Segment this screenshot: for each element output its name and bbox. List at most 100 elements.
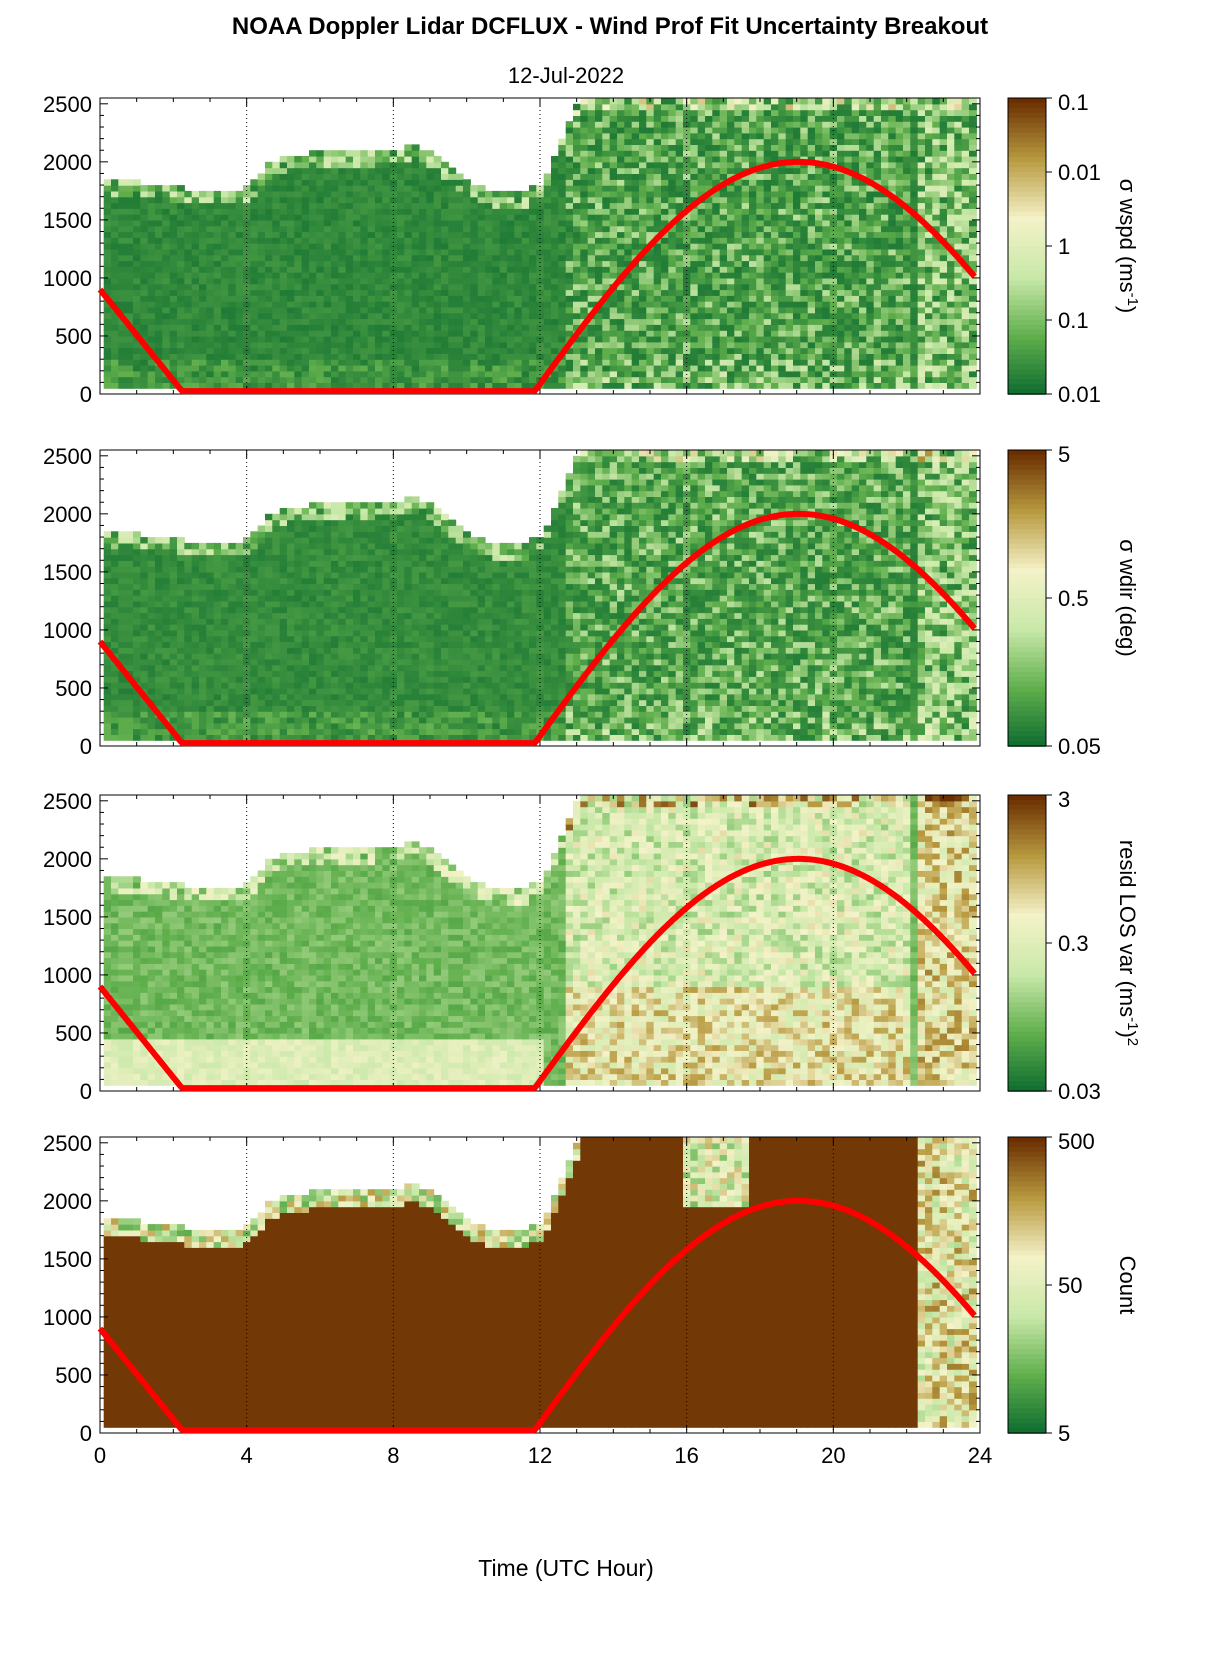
heatmap-cell	[822, 132, 831, 140]
heatmap-cell	[382, 376, 391, 383]
heatmap-cell	[448, 202, 457, 209]
heatmap-cell	[756, 260, 765, 267]
heatmap-cell	[448, 248, 457, 256]
heatmap-cell	[221, 266, 229, 273]
heatmap-cell	[793, 283, 801, 291]
heatmap-cell	[470, 185, 479, 192]
heatmap-cell	[617, 283, 625, 291]
heatmap-cell	[470, 382, 479, 389]
heatmap-cell	[683, 161, 691, 169]
heatmap-cell	[125, 330, 134, 337]
heatmap-cell	[910, 324, 919, 331]
heatmap-cell	[470, 283, 479, 291]
heatmap-cell	[492, 295, 501, 302]
heatmap-cell	[668, 208, 677, 215]
heatmap-cell	[360, 330, 369, 337]
heatmap-cell	[309, 382, 317, 389]
heatmap-cell	[939, 254, 948, 262]
heatmap-cell	[873, 237, 882, 244]
heatmap-cell	[169, 324, 178, 331]
heatmap-cell	[455, 301, 464, 308]
heatmap-cell	[382, 156, 391, 163]
heatmap-cell	[639, 121, 647, 128]
heatmap-cell	[807, 115, 816, 122]
heatmap-cell	[646, 336, 655, 343]
heatmap-cell	[558, 277, 567, 285]
heatmap-cell	[191, 248, 200, 256]
heatmap-cell	[749, 208, 757, 215]
heatmap-cell	[822, 202, 831, 209]
heatmap-cell	[162, 277, 171, 285]
heatmap-cell	[492, 208, 501, 215]
heatmap-cell	[309, 243, 317, 250]
heatmap-cell	[448, 295, 457, 302]
heatmap-cell	[595, 318, 603, 325]
heatmap-cell	[661, 283, 669, 291]
heatmap-cell	[639, 127, 647, 134]
heatmap-cell	[177, 266, 185, 273]
heatmap-cell	[485, 289, 493, 296]
heatmap-cell	[272, 347, 281, 354]
heatmap-cell	[345, 150, 354, 157]
heatmap-cell	[345, 225, 354, 233]
heatmap-cell	[763, 301, 772, 308]
heatmap-cell	[257, 208, 266, 215]
heatmap-cell	[851, 272, 860, 279]
heatmap-cell	[111, 260, 119, 267]
heatmap-cell	[111, 272, 119, 279]
heatmap-cell	[609, 341, 618, 349]
heatmap-cell	[800, 370, 809, 378]
heatmap-cell	[235, 370, 244, 378]
heatmap-cell	[191, 318, 200, 325]
heatmap-cell	[309, 277, 317, 285]
heatmap-cell	[147, 318, 156, 325]
heatmap-cell	[492, 289, 501, 296]
heatmap-cell	[477, 324, 486, 331]
heatmap-cell	[631, 318, 640, 325]
heatmap-cell	[199, 260, 207, 267]
heatmap-cell	[602, 231, 611, 238]
heatmap-cell	[653, 179, 662, 186]
heatmap-cell	[749, 283, 757, 291]
heatmap-cell	[103, 347, 112, 354]
heatmap-cell	[888, 150, 897, 157]
heatmap-cell	[661, 260, 669, 267]
heatmap-cell	[903, 144, 911, 151]
heatmap-cell	[888, 98, 897, 105]
heatmap-cell	[631, 359, 640, 366]
heatmap-cell	[169, 185, 178, 192]
heatmap-cell	[433, 382, 442, 389]
heatmap-cell	[147, 306, 156, 314]
heatmap-cell	[837, 266, 845, 273]
heatmap-cell	[287, 254, 295, 262]
heatmap-cell	[235, 237, 244, 244]
heatmap-cell	[807, 365, 816, 372]
heatmap-cell	[309, 150, 317, 157]
heatmap-cell	[727, 161, 735, 169]
heatmap-cell	[265, 231, 273, 238]
heatmap-cell	[910, 185, 919, 192]
heatmap-cell	[844, 283, 853, 291]
heatmap-cell	[866, 190, 875, 198]
heatmap-cell	[382, 336, 391, 343]
heatmap-cell	[558, 283, 567, 291]
heatmap-cell	[360, 365, 369, 372]
heatmap-cell	[448, 185, 457, 192]
heatmap-cell	[653, 248, 662, 256]
heatmap-cell	[206, 301, 215, 308]
heatmap-cell	[771, 312, 779, 320]
heatmap-cell	[617, 202, 625, 209]
heatmap-cell	[426, 185, 435, 192]
heatmap-cell	[595, 347, 603, 354]
heatmap-cell	[727, 347, 735, 354]
heatmap-cell	[822, 301, 831, 308]
heatmap-cell	[463, 179, 471, 186]
heatmap-cell	[558, 214, 567, 221]
heatmap-cell	[323, 336, 332, 343]
heatmap-cell	[162, 219, 171, 227]
heatmap-cell	[573, 190, 581, 198]
heatmap-cell	[257, 225, 266, 233]
heatmap-cell	[756, 370, 765, 378]
heatmap-cell	[133, 260, 141, 267]
heatmap-cell	[514, 301, 523, 308]
